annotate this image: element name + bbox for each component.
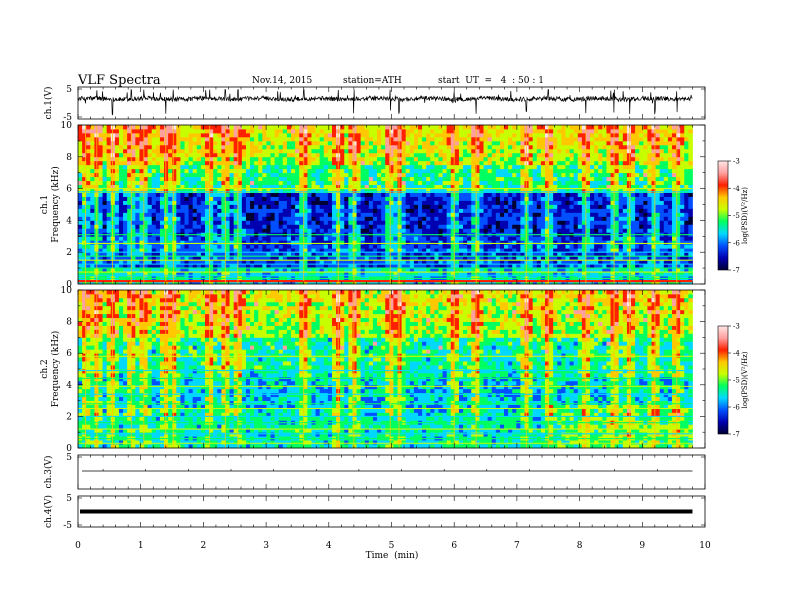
ch4-ytick-label: -5 — [63, 521, 72, 531]
ch3-ytick-label: 5 — [66, 453, 72, 463]
ch1-spectrogram-colorbar-tick: -7 — [733, 267, 740, 275]
ch2-spectrogram-colorbar-tick: -5 — [733, 377, 740, 385]
ch2-spectrogram-colorbar-tick: -7 — [733, 431, 740, 439]
time-tick-label: 5 — [389, 541, 395, 551]
ch1-ytick-label: -5 — [63, 113, 72, 123]
ch1-spectrogram-ytick-label: 2 — [66, 248, 72, 258]
time-tick-label: 9 — [639, 541, 645, 551]
ch1-spectrogram-ytick-label: 10 — [61, 121, 73, 131]
ch1-ylabel: ch.1(V) — [43, 87, 54, 120]
ch4-waveform-trace — [80, 509, 693, 514]
ch1-spectrogram-channel-label: ch.1 — [40, 195, 50, 214]
ch1-spectrogram-heatmap — [78, 125, 693, 285]
ch4-ytick-label: 5 — [66, 494, 72, 504]
ch3-waveform-panel-frame — [77, 454, 706, 490]
ch1-spectrogram-ytick-label: 8 — [66, 153, 72, 163]
ch1-spectrogram-colorbar-tick: -4 — [733, 185, 740, 193]
time-tick-label: 10 — [699, 541, 711, 551]
ch1-spectrogram-colorbar-label: log(PSD)(V²/Hz) — [741, 187, 749, 244]
time-tick-label: 0 — [75, 541, 81, 551]
ch4-ylabel: ch.4(V) — [43, 495, 54, 528]
ch1-spectrogram-colorbar — [717, 160, 729, 271]
ch2-spectrogram-ytick-label: 10 — [61, 286, 73, 296]
ch1-spectrogram-colorbar-tick: -6 — [733, 239, 740, 247]
ch2-spectrogram-colorbar-label: log(PSD)(V²/Hz) — [741, 351, 749, 408]
date-label: Nov.14, 2015 — [252, 76, 313, 86]
time-axis-label: Time (min) — [366, 550, 419, 561]
time-axis: Time (min) 0 1 2 3 4 5 6 7 8 9 10 — [75, 541, 711, 561]
ch1-spectrogram-frequency-label: Frequency (kHz) — [50, 166, 61, 243]
ch2-spectrogram-colorbar-tick: -4 — [733, 350, 740, 358]
ch1-spectrogram-colorbar-tick: -3 — [733, 158, 740, 166]
ch1-ytick-label: 5 — [66, 85, 72, 95]
time-tick-label: 7 — [514, 541, 520, 551]
ch2-spectrogram-ytick-label: 4 — [66, 381, 72, 391]
ch1-spectrogram-ytick-label: 6 — [66, 185, 72, 195]
figure-title: VLF Spectra — [77, 73, 161, 88]
ch1-spectrogram-ytick-label: 4 — [66, 216, 72, 226]
ch2-spectrogram-colorbar-tick: -3 — [733, 323, 740, 331]
ch3-ylabel: ch.3(V) — [43, 456, 54, 489]
ch2-spectrogram-ytick-label: 8 — [66, 318, 72, 328]
time-tick-label: 2 — [201, 541, 207, 551]
time-tick-label: 8 — [577, 541, 583, 551]
ch2-spectrogram-ytick-label: 6 — [66, 349, 72, 359]
time-tick-label: 3 — [263, 541, 269, 551]
time-tick-label: 4 — [326, 541, 332, 551]
time-tick-label: 1 — [138, 541, 144, 551]
time-tick-label: 6 — [451, 541, 457, 551]
start-time-label: start UT = 4 : 50 : 1 — [438, 76, 544, 86]
ch2-spectrogram-ytick-label: 2 — [66, 412, 72, 422]
station-label: station=ATH — [343, 76, 402, 86]
ch2-spectrogram-colorbar — [717, 325, 729, 435]
ch1-waveform-trace — [77, 88, 693, 116]
ch2-spectrogram-ytick-label: 0 — [66, 444, 72, 454]
ch2-spectrogram-heatmap — [78, 290, 693, 449]
ch2-spectrogram-frequency-label: Frequency (kHz) — [50, 331, 61, 408]
ch2-spectrogram-channel-label: ch.2 — [40, 359, 50, 378]
ch2-spectrogram-colorbar-tick: -6 — [733, 404, 740, 412]
ch1-spectrogram-lowband-red — [78, 280, 693, 283]
ch1-spectrogram-ytick-label: 0 — [66, 280, 72, 290]
ch1-spectrogram-colorbar-tick: -5 — [733, 212, 740, 220]
